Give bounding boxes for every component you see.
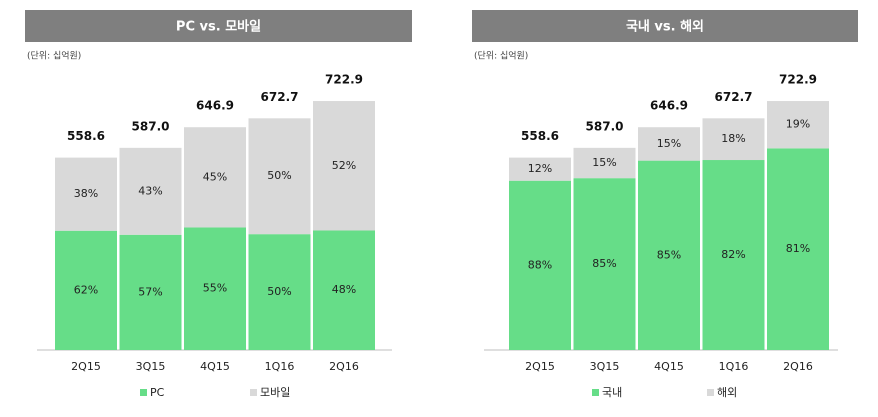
value-label: 15% [592,156,616,169]
x-tick-label: 2Q16 [783,360,813,373]
value-label: 57% [138,285,162,298]
legend-swatch [592,389,599,396]
value-label: 12% [528,162,552,175]
bar-segment [767,148,829,350]
total-label: 558.6 [67,129,105,143]
value-label: 38% [74,187,98,200]
x-tick-label: 1Q16 [719,360,749,373]
bar-segment [702,160,765,350]
bar-segment [313,101,375,231]
bar-segment [573,147,636,179]
legend-swatch [707,389,714,396]
value-label: 19% [786,118,810,131]
chart-title: 국내 vs. 해외 [626,19,704,35]
legend-label: 해외 [717,385,737,399]
x-tick-label: 3Q15 [136,360,166,373]
total-label: 587.0 [586,119,624,133]
total-label: 672.7 [261,90,299,104]
x-tick-label: 2Q16 [329,360,359,373]
bar-segment [55,230,117,350]
total-label: 722.9 [325,73,363,87]
bar-segment [702,118,765,161]
bar-segment [55,157,117,231]
bar-segment [248,118,311,235]
bar-segment [119,234,182,350]
bar-segment [184,227,246,350]
title-band [25,10,412,42]
bar-segment [509,157,571,181]
bar-segment [184,127,246,228]
value-label: 50% [267,285,291,298]
value-label: 50% [267,169,291,182]
legend-label: 모바일 [260,385,290,399]
value-label: 48% [332,283,356,296]
value-label: 82% [721,248,745,261]
value-label: 43% [138,184,162,197]
bar-segment [119,147,182,235]
total-label: 672.7 [715,90,753,104]
x-tick-label: 3Q15 [590,360,620,373]
x-tick-label: 1Q16 [265,360,295,373]
bar-segment [638,160,700,350]
legend-label: 국내 [602,386,622,399]
unit-label: (단위: 십억원) [474,50,528,62]
total-label: 646.9 [196,99,234,113]
bar-segment [767,101,829,149]
bar-segment [509,180,571,350]
value-label: 85% [592,257,616,270]
value-label: 18% [721,132,745,145]
value-label: 81% [786,242,810,255]
value-label: 62% [74,283,98,296]
total-label: 587.0 [132,119,170,133]
bar-segment [313,230,375,350]
x-tick-label: 2Q15 [525,360,555,373]
value-label: 45% [203,170,227,183]
value-label: 88% [528,258,552,271]
unit-label: (단위: 십억원) [27,50,81,62]
title-band [472,10,858,42]
legend-swatch [250,389,257,396]
bar-segment [573,178,636,350]
chart-title: PC vs. 모바일 [176,19,261,35]
value-label: 55% [203,282,227,295]
x-tick-label: 4Q15 [654,360,684,373]
value-label: 52% [332,159,356,172]
value-label: 15% [657,137,681,150]
bar-segment [248,234,311,350]
value-label: 85% [657,248,681,261]
legend-swatch [140,389,147,396]
total-label: 558.6 [521,129,559,143]
legend-label: PC [150,386,165,399]
x-tick-label: 4Q15 [200,360,230,373]
total-label: 646.9 [650,99,688,113]
bar-segment [638,127,700,161]
x-tick-label: 2Q15 [71,360,101,373]
total-label: 722.9 [779,73,817,87]
